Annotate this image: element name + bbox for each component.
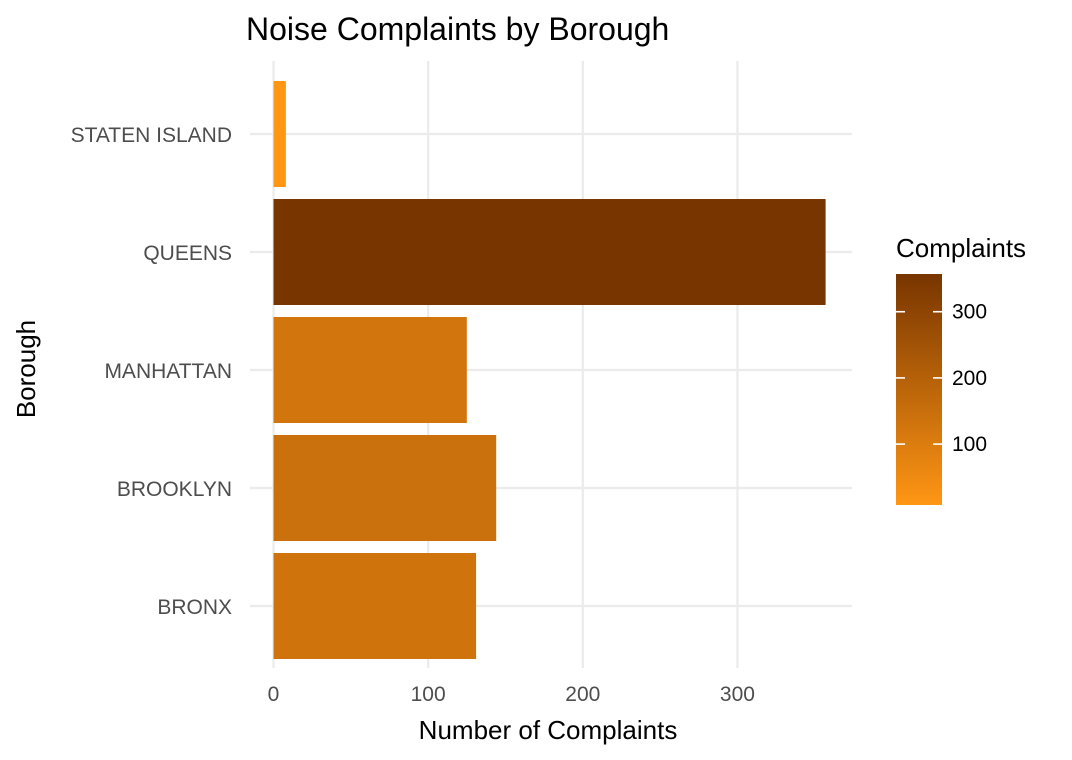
y-tick-label: QUEENS [143, 242, 232, 265]
x-tick-label: 200 [565, 683, 600, 706]
bar-manhattan [273, 317, 467, 423]
x-tick-label: 100 [411, 683, 446, 706]
legend-tick-label: 200 [952, 367, 987, 390]
y-tick-label: BROOKLYN [117, 478, 232, 501]
bar-staten-island [273, 81, 286, 187]
legend-title: Complaints [896, 233, 1026, 263]
bar-bronx [273, 553, 477, 659]
legend-colorbar [896, 274, 942, 505]
legend-tick-label: 100 [952, 433, 987, 456]
y-tick-label: STATEN ISLAND [71, 124, 232, 147]
y-axis-title: Borough [11, 320, 41, 418]
bar-brooklyn [273, 435, 497, 541]
chart-title: Noise Complaints by Borough [246, 11, 669, 47]
bars [273, 81, 826, 659]
legend-ticks: 100 200 300 [896, 301, 987, 456]
y-tick-labels: BRONX BROOKLYN MANHATTAN QUEENS STATEN ISLAN… [71, 124, 232, 619]
x-tick-label: 300 [720, 683, 755, 706]
bar-queens [273, 199, 826, 305]
y-tick-label: BRONX [157, 596, 232, 619]
y-tick-label: MANHATTAN [104, 360, 232, 383]
x-axis-title: Number of Complaints [419, 715, 678, 745]
x-tick-label: 0 [268, 683, 280, 706]
legend: Complaints 100 200 300 [896, 233, 1026, 505]
x-tick-labels: 0 100 200 300 [268, 683, 755, 706]
legend-tick-label: 300 [952, 301, 987, 324]
